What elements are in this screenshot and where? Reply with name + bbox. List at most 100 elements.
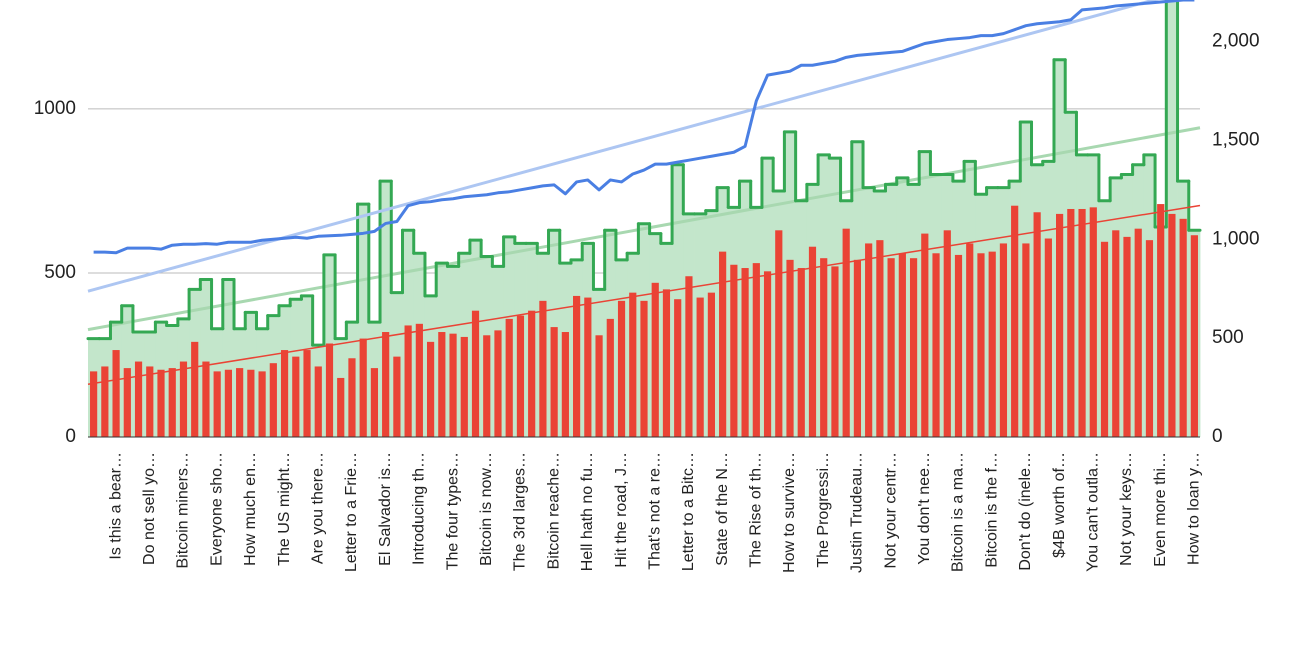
bar <box>685 276 693 437</box>
bar <box>1067 208 1075 437</box>
bar <box>741 268 749 437</box>
bar <box>730 264 738 437</box>
bar <box>1078 208 1086 437</box>
y2-tick-label: 1,000 <box>1212 228 1260 249</box>
bar <box>719 251 727 437</box>
bar <box>707 292 715 437</box>
bar <box>224 369 232 437</box>
bar <box>415 323 423 437</box>
x-tick-label: The four types… <box>444 452 461 570</box>
bar <box>1056 213 1064 437</box>
step-area <box>200 279 212 437</box>
bar <box>966 243 974 437</box>
bar <box>876 240 884 437</box>
x-tick-label: You don't nee… <box>916 452 933 565</box>
y2-tick-label: 0 <box>1212 426 1223 447</box>
bar <box>1190 235 1198 437</box>
bar <box>449 333 457 437</box>
bar <box>595 335 603 437</box>
bar <box>617 300 626 437</box>
bar <box>90 371 98 437</box>
bar <box>359 338 367 437</box>
bar <box>505 318 513 437</box>
bar <box>842 228 850 437</box>
bar <box>999 243 1008 437</box>
bar <box>752 263 760 437</box>
bar <box>797 268 805 437</box>
bar <box>471 310 480 437</box>
x-tick-label: Bitcoin is now… <box>478 452 495 566</box>
x-tick-label: Hit the road, J… <box>613 452 630 568</box>
bar <box>1022 243 1030 437</box>
x-tick-label: Letter to a Bitc… <box>680 452 697 571</box>
x-tick-label: That's not a re… <box>646 452 663 570</box>
bar <box>943 230 951 437</box>
bar <box>853 259 862 437</box>
bar <box>247 369 255 437</box>
bar <box>460 336 468 437</box>
y-tick-label: 0 <box>65 426 76 447</box>
axes: 0 500 1000 0 500 1,000 1,500 2,000 Is this a bea… <box>34 31 1260 573</box>
y2-tick-label: 2,000 <box>1212 31 1260 52</box>
bar <box>909 258 918 437</box>
x-tick-label: El Salvador is… <box>377 452 394 566</box>
bar <box>202 361 210 437</box>
bar <box>134 361 143 437</box>
x-tick-label: You can't outla… <box>1085 452 1102 572</box>
x-tick-label: Not your keys… <box>1118 452 1135 566</box>
x-tick-label: Bitcoin is the f… <box>983 452 1000 568</box>
x-tick-label: Is this a bear… <box>107 452 124 560</box>
x-tick-label: Are you there… <box>309 452 326 564</box>
bar <box>382 332 390 437</box>
bar <box>258 371 266 437</box>
bar <box>629 292 637 437</box>
bar <box>292 356 300 437</box>
bar <box>921 233 929 437</box>
bar <box>348 358 356 437</box>
x-tick-label: Hell hath no fu… <box>579 452 596 571</box>
x-tick-label: Bitcoin reache… <box>545 452 562 569</box>
bar <box>674 299 682 437</box>
bar <box>1145 240 1154 437</box>
x-tick-label: Bitcoin is a ma… <box>950 452 967 572</box>
x-tick-label: Don't do (inele… <box>1017 452 1034 571</box>
bar <box>438 332 446 437</box>
trendline <box>87 204 1201 386</box>
bar <box>606 318 614 437</box>
bar <box>573 295 581 437</box>
bar <box>808 246 817 437</box>
step-area <box>222 279 235 437</box>
bar <box>932 253 940 437</box>
bar <box>1179 218 1187 437</box>
bar <box>988 251 996 437</box>
plot-area <box>86 0 1202 438</box>
y2-tick-label: 1,500 <box>1212 129 1260 150</box>
bar <box>696 297 704 437</box>
bar <box>1134 228 1142 437</box>
x-tick-label: The US might… <box>276 452 293 566</box>
bar <box>1168 213 1176 437</box>
bar <box>550 327 558 437</box>
bar <box>640 300 648 437</box>
x-tick-label: Not your centr… <box>882 452 899 568</box>
bar <box>775 230 783 437</box>
bar <box>314 366 322 437</box>
bar <box>528 310 536 437</box>
y2-tick-label: 500 <box>1212 327 1244 348</box>
bar <box>1011 205 1019 437</box>
trendline <box>87 126 1201 332</box>
x-tick-label: The 3rd larges… <box>512 452 529 571</box>
x-tick-label: The Progressi… <box>815 452 832 568</box>
bar <box>1033 212 1041 437</box>
bar <box>191 341 199 437</box>
y-tick-label: 500 <box>44 262 76 283</box>
bar <box>236 368 244 437</box>
bar <box>662 289 671 437</box>
bar <box>483 335 491 437</box>
bar <box>561 332 569 437</box>
bar <box>1100 241 1109 437</box>
bar <box>584 297 592 437</box>
bar <box>112 350 120 437</box>
bar <box>516 315 525 437</box>
